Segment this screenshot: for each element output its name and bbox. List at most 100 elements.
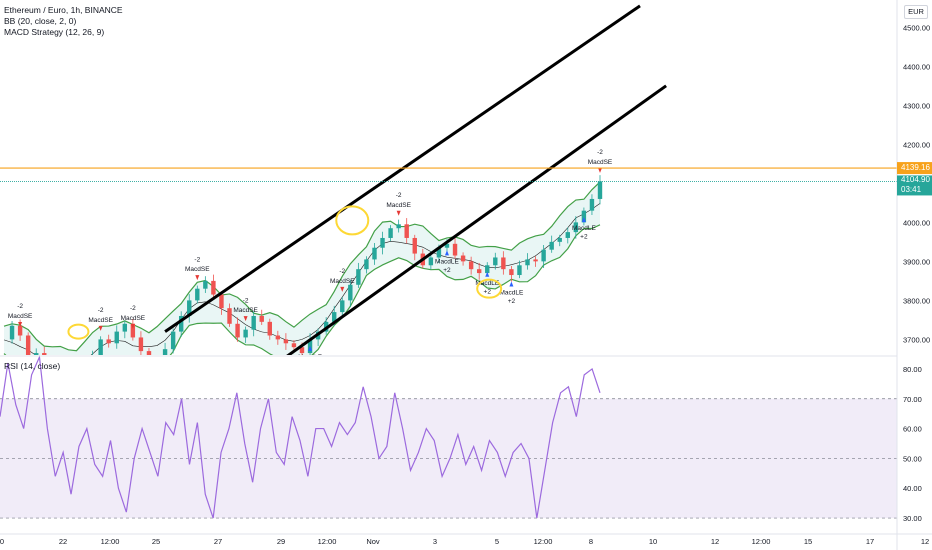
price-plot-area: MacdSE MacdSE MacdSE MacdSE MacdSE MacdSE Macd… [3,4,667,379]
candle-body [227,308,232,324]
macd-annotation: MacdSE [185,266,210,273]
candle-body [155,363,159,371]
macd-annotation: -2 [396,192,402,199]
candle-body [444,243,450,248]
candle-body [356,269,361,285]
candle-body [9,325,15,340]
macd-annotation: +2 [306,362,314,369]
channel-upper-line [164,4,641,333]
time-tick-label: 10 [649,537,657,546]
rsi-title: RSI (14, close) [4,361,61,371]
candle-body [468,261,474,270]
candle-body [501,257,506,270]
candle-body [452,243,458,256]
currency-badge[interactable]: EUR [904,5,928,19]
macd-annotation: +2 [443,267,451,274]
buy-arrow [444,250,449,256]
candle-body [178,315,184,332]
candle-body [460,255,466,262]
candle-body [589,198,595,211]
candle-body [388,228,393,238]
macd-annotation: +2 [484,288,492,295]
candle-body [267,321,272,336]
rsi-tick-label: 60.00 [903,425,922,434]
resistance-price-label: 4139.16 [901,163,930,173]
bb-basis [3,203,601,355]
bb-upper-band [3,181,601,352]
candle-body [42,353,47,355]
price-tick-label: 3800.00 [903,296,930,305]
time-tick-label: 29 [277,537,285,546]
time-tick-label: 12 [711,537,719,546]
candle-body [436,247,442,258]
macd-annotation: MacdSE [386,202,411,209]
candle-body [74,369,78,375]
price-tick-label: 3700.00 [903,335,930,344]
sell-arrow [396,210,401,216]
candle-body [251,315,256,330]
time-tick-label: 27 [214,537,222,546]
macd-annotation: MacdLE [572,225,597,232]
candle-body [162,349,168,355]
highlight-circle [335,205,370,236]
sell-arrow [98,325,103,331]
time-tick-label: 12:00 [318,537,337,546]
buy-arrow [581,217,586,223]
rsi-tick-label: 80.00 [903,365,922,374]
macd-annotation: MacdSE [330,278,355,285]
price-tick-label: 3900.00 [903,257,930,266]
price-tick-label: 4400.00 [903,62,930,71]
candle-body [82,363,86,369]
macd-annotation: +2 [508,298,516,305]
rsi-tick-label: 50.00 [903,454,922,463]
sell-arrow [340,286,345,292]
candle-body [364,259,369,270]
time-tick-label: Nov [366,537,380,546]
candle-body [283,339,289,344]
macd-annotation: MacdLE [475,280,500,287]
candle-body [525,259,530,266]
price-pane: MacdSE MacdSE MacdSE MacdSE MacdSE MacdSE Macd… [0,4,897,379]
candle-body [98,339,103,355]
rsi-tick-label: 40.00 [903,484,922,493]
time-tick-label: 8 [589,537,593,546]
candle-body [275,335,281,340]
buy-arrow [485,271,490,277]
time-tick-label: 3 [433,537,437,546]
buy-arrow [308,345,313,351]
candle-body [533,259,538,262]
candle-body [195,288,200,301]
macd-annotation: MacdSE [8,313,33,320]
time-tick-label: 12:00 [101,537,120,546]
price-tick-label: 4200.00 [903,140,930,149]
rsi-tick-label: 70.00 [903,395,922,404]
candle-body [66,375,70,379]
candle-body [380,237,385,248]
time-tick-label: 17 [866,537,874,546]
candle-body [485,265,490,274]
price-tick-label: 4500.00 [903,23,930,32]
macd-annotation: MacdSE [121,315,146,322]
candle-body [509,269,514,276]
sell-arrow [195,275,200,281]
candle-body [291,343,297,348]
candle-body [90,357,94,363]
macd-indicator-label: MACD Strategy (12, 26, 9) [4,27,105,37]
candle-body [299,347,305,354]
candle-body [130,323,136,338]
candle-body [549,241,554,250]
candle-body [348,284,353,301]
candle-body [138,337,144,352]
candle-body [476,269,482,274]
macd-annotation: MacdSE [233,307,258,314]
candle-body [557,237,562,242]
candle-body [25,335,31,355]
macd-annotation: -2 [130,305,136,312]
macd-annotation: MacdLE [499,290,524,297]
candle-body [412,237,417,254]
last-price-badge-bg [897,175,932,196]
macd-annotation: MacdSE [88,317,113,324]
candle-body [597,181,603,199]
